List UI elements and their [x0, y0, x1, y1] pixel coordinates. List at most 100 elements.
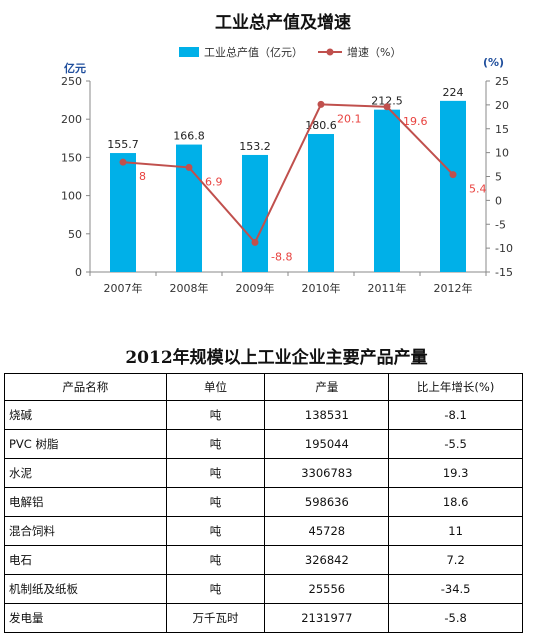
growth-value-label: 6.9 [205, 175, 223, 188]
cell-unit: 吨 [165, 487, 266, 517]
header-output: 产量 [264, 373, 390, 401]
table-title: 2012年规模以上工业企业主要产品产量 [125, 348, 428, 368]
cell-growth: -5.5 [388, 429, 523, 459]
cell-product-name: PVC 树脂 [4, 429, 167, 459]
growth-line-series: 8 6.9 -8.8 20.1 19.6 5.4 [119, 100, 487, 263]
right-axis-unit: (%) [483, 56, 504, 69]
x-tick-label: 2007年 [104, 281, 143, 295]
bar [176, 144, 202, 272]
bar [308, 134, 334, 272]
cell-unit: 吨 [165, 545, 266, 575]
cell-growth: -34.5 [388, 574, 523, 604]
growth-line [122, 103, 454, 245]
legend-bar-swatch [179, 47, 199, 57]
cell-product-name: 机制纸及纸板 [4, 574, 167, 604]
cell-output: 138531 [264, 400, 390, 430]
cell-unit: 吨 [165, 429, 266, 459]
left-tick-label: 50 [68, 228, 82, 241]
bar [242, 154, 268, 272]
bar-value-label: 155.7 [107, 138, 139, 151]
left-tick-label: 150 [61, 151, 82, 164]
left-axis-ticks: 0 50 100 150 200 250 [61, 75, 90, 279]
right-tick-label: 10 [495, 147, 509, 160]
cell-unit: 吨 [165, 516, 266, 546]
right-tick-label: -5 [495, 218, 506, 231]
bar-value-label: 224 [443, 86, 464, 99]
table-row: PVC 树脂 吨 195044 -5.5 [4, 429, 523, 459]
cell-product-name: 混合饲料 [4, 516, 167, 546]
right-tick-label: 20 [495, 99, 509, 112]
x-tick-label: 2011年 [368, 281, 407, 295]
cell-output: 2131977 [264, 603, 390, 633]
cell-product-name: 水泥 [4, 458, 167, 488]
cell-output: 3306783 [264, 458, 390, 488]
table-row: 电解铝 吨 598636 18.6 [4, 487, 523, 517]
growth-value-label: -8.8 [271, 250, 292, 263]
table-row: 烧碱 吨 138531 -8.1 [4, 400, 523, 430]
right-axis-ticks: -15 -10 -5 0 5 10 15 20 25 [486, 75, 513, 279]
bar [440, 100, 466, 272]
table-row: 发电量 万千瓦时 2131977 -5.8 [4, 603, 523, 633]
x-axis-ticks: 2007年 2008年 2009年 2010年 2011年 2012年 [89, 272, 487, 295]
cell-output: 326842 [264, 545, 390, 575]
header-product-name: 产品名称 [4, 373, 167, 401]
table-row: 机制纸及纸板 吨 25556 -34.5 [4, 574, 523, 604]
header-unit: 单位 [165, 373, 266, 401]
header-growth: 比上年增长(%) [388, 373, 523, 401]
growth-value-label: 20.1 [337, 112, 362, 125]
cell-product-name: 电石 [4, 545, 167, 575]
right-tick-label: 5 [495, 171, 502, 184]
growth-point [251, 238, 259, 246]
cell-unit: 万千瓦时 [165, 603, 266, 633]
cell-unit: 吨 [165, 400, 266, 430]
growth-point [449, 171, 457, 179]
x-tick-label: 2009年 [236, 281, 275, 295]
left-tick-label: 100 [61, 190, 82, 203]
cell-product-name: 发电量 [4, 603, 167, 633]
cell-output: 195044 [264, 429, 390, 459]
cell-growth: -8.1 [388, 400, 523, 430]
left-axis-unit: 亿元 [64, 61, 86, 75]
left-tick-label: 200 [61, 113, 82, 126]
table-header-row: 产品名称 单位 产量 比上年增长(%) [4, 373, 523, 401]
legend-bar-label: 工业总产值（亿元） [204, 45, 303, 59]
cell-product-name: 烧碱 [4, 400, 167, 430]
table-row: 混合饲料 吨 45728 11 [4, 516, 523, 546]
growth-point [383, 103, 391, 111]
right-tick-label: -10 [495, 242, 513, 255]
cell-output: 45728 [264, 516, 390, 546]
bar-value-label: 166.8 [173, 130, 205, 143]
growth-value-label: 5.4 [469, 183, 487, 196]
right-tick-label: 25 [495, 75, 509, 88]
x-tick-label: 2010年 [302, 281, 341, 295]
legend-line-label: 增速（%） [347, 45, 401, 59]
table-row: 水泥 吨 3306783 19.3 [4, 458, 523, 488]
cell-unit: 吨 [165, 458, 266, 488]
growth-value-label: 19.6 [403, 115, 428, 128]
bar-value-label: 153.2 [239, 140, 271, 153]
x-tick-label: 2012年 [434, 281, 473, 295]
right-tick-label: -15 [495, 266, 513, 279]
bar [110, 153, 136, 272]
cell-growth: 7.2 [388, 545, 523, 575]
product-output-table: 产品名称 单位 产量 比上年增长(%) 烧碱 吨 138531 -8.1 PVC… [4, 373, 523, 633]
left-tick-label: 250 [61, 75, 82, 88]
bar-value-label: 212.5 [371, 95, 403, 108]
growth-point [119, 158, 127, 166]
growth-point [317, 100, 325, 108]
right-tick-label: 15 [495, 123, 509, 136]
right-tick-label: 0 [495, 194, 502, 207]
growth-value-label: 8 [139, 170, 146, 183]
cell-growth: 19.3 [388, 458, 523, 488]
cell-growth: 11 [388, 516, 523, 546]
table-row: 电石 吨 326842 7.2 [4, 545, 523, 575]
legend: 工业总产值（亿元） 增速（%） [179, 45, 401, 59]
combo-chart: 工业总产值及增速 工业总产值（亿元） 增速（%） 亿元 (%) 05010015… [61, 12, 513, 295]
bar [374, 109, 400, 273]
growth-point [185, 163, 193, 171]
chart-title: 工业总产值及增速 [215, 12, 351, 33]
left-tick-label: 0 [75, 266, 82, 279]
cell-unit: 吨 [165, 574, 266, 604]
cell-output: 598636 [264, 487, 390, 517]
